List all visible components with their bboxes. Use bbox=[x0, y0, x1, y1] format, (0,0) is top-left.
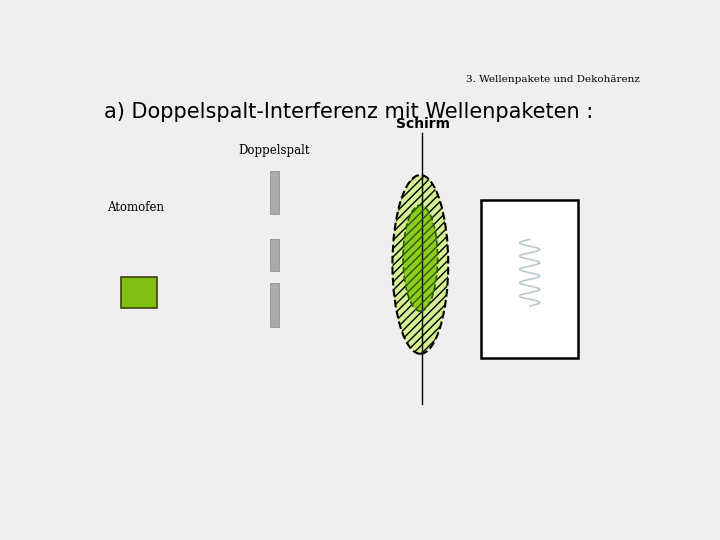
Bar bbox=[270, 283, 279, 327]
Ellipse shape bbox=[392, 175, 449, 354]
Text: a) Doppelspalt-Interferenz mit Wellenpaketen :: a) Doppelspalt-Interferenz mit Wellenpak… bbox=[104, 102, 593, 122]
Text: Histogramm: Histogramm bbox=[486, 204, 578, 217]
Text: Atomofen: Atomofen bbox=[107, 201, 163, 214]
Bar bbox=[270, 239, 279, 271]
Bar bbox=[481, 200, 578, 358]
Text: Doppelspalt: Doppelspalt bbox=[238, 144, 310, 157]
Bar bbox=[121, 277, 157, 308]
Bar bbox=[270, 171, 279, 214]
Text: 3. Wellenpakete und Dekohärenz: 3. Wellenpakete und Dekohärenz bbox=[466, 75, 639, 84]
Ellipse shape bbox=[403, 205, 438, 311]
Text: Schirm: Schirm bbox=[396, 117, 450, 131]
